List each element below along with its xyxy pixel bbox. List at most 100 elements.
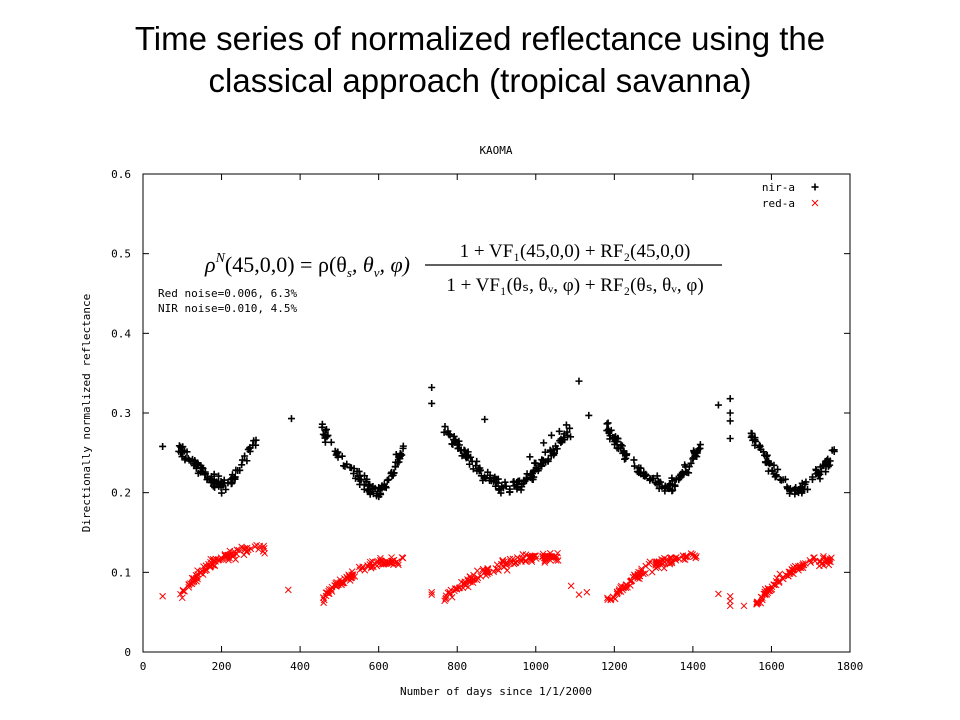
point-red-a: [464, 577, 472, 585]
point-nir-a: [343, 460, 351, 468]
point-nir-a: [763, 451, 771, 459]
point-nir-a: [362, 478, 370, 486]
point-nir-a: [440, 428, 448, 436]
point-nir-a: [802, 478, 810, 486]
y-tick-label: 0.3: [111, 407, 131, 420]
point-red-a: [661, 554, 668, 562]
point-red-a: [334, 579, 342, 587]
point-nir-a: [501, 478, 509, 486]
point-red-a: [428, 591, 436, 598]
point-nir-a: [653, 472, 661, 480]
x-tick-label: 400: [290, 660, 310, 673]
point-nir-a: [826, 461, 834, 469]
point-red-a: [539, 553, 547, 561]
point-nir-a: [824, 455, 832, 463]
x-axis-label: Number of days since 1/1/2000: [400, 685, 592, 698]
point-red-a: [754, 599, 762, 607]
point-nir-a: [603, 420, 611, 428]
point-nir-a: [227, 480, 235, 488]
point-red-a: [255, 545, 262, 553]
point-nir-a: [364, 482, 372, 490]
point-red-a: [604, 596, 612, 603]
point-red-a: [790, 566, 798, 574]
point-red-a: [186, 580, 194, 587]
point-red-a: [726, 602, 734, 610]
point-red-a: [446, 590, 454, 598]
point-nir-a: [187, 457, 195, 465]
point-nir-a: [619, 449, 627, 457]
point-red-a: [786, 568, 794, 576]
point-nir-a: [762, 452, 770, 460]
point-red-a: [655, 558, 663, 566]
point-red-a: [547, 557, 554, 564]
point-red-a: [799, 561, 806, 569]
x-axis-ticks: 0 200 400 600 800 1000 1200 1400 1600 1800: [140, 174, 864, 673]
point-nir-a: [455, 437, 463, 445]
point-nir-a: [441, 423, 449, 431]
point-red-a: [811, 554, 818, 561]
series-nir-a: [159, 377, 838, 501]
point-red-a: [190, 578, 198, 585]
point-red-a: [614, 589, 621, 597]
point-red-a: [510, 560, 518, 568]
point-nir-a: [681, 461, 689, 469]
point-nir-a: [726, 395, 734, 403]
y-tick-label: 0.4: [111, 327, 131, 340]
point-red-a: [261, 549, 268, 557]
point-red-a: [646, 558, 654, 566]
point-red-a: [388, 554, 395, 561]
point-nir-a: [445, 431, 453, 439]
point-red-a: [348, 568, 356, 575]
point-red-a: [615, 586, 623, 593]
point-red-a: [320, 596, 328, 604]
point-red-a: [681, 556, 689, 564]
point-nir-a: [540, 439, 548, 447]
point-red-a: [567, 582, 575, 590]
point-red-a: [179, 586, 187, 594]
point-red-a: [543, 554, 551, 562]
point-red-a: [726, 592, 734, 600]
formula-lhs: ρN(45,0,0) = ρ(θs, θv, φ): [204, 251, 410, 280]
point-red-a: [604, 594, 611, 602]
point-red-a: [554, 557, 562, 564]
point-nir-a: [324, 431, 332, 439]
point-nir-a: [208, 477, 216, 485]
point-nir-a: [177, 448, 185, 456]
point-nir-a: [318, 420, 326, 428]
point-nir-a: [747, 433, 755, 441]
point-red-a: [620, 584, 628, 591]
point-red-a: [575, 591, 583, 598]
point-red-a: [784, 572, 792, 580]
point-nir-a: [477, 472, 485, 480]
y-axis-label: Directionally normalized reflectance: [80, 294, 93, 532]
point-red-a: [207, 558, 214, 566]
point-nir-a: [808, 473, 816, 481]
point-red-a: [473, 567, 481, 575]
legend-marker-red-a: [811, 199, 819, 207]
point-nir-a: [486, 474, 494, 482]
point-nir-a: [243, 457, 251, 465]
point-nir-a: [547, 431, 555, 439]
point-nir-a: [458, 452, 466, 460]
y-tick-label: 0: [124, 646, 131, 659]
formula-numerator: 1 + VF₁(45,0,0) + RF₂(45,0,0): [460, 241, 691, 262]
point-red-a: [284, 586, 292, 594]
point-red-a: [178, 594, 186, 602]
point-red-a: [607, 596, 615, 604]
x-tick-label: 1800: [837, 660, 864, 673]
point-red-a: [369, 561, 376, 569]
point-red-a: [806, 556, 814, 564]
x-tick-label: 1600: [758, 660, 785, 673]
point-red-a: [328, 588, 336, 595]
point-nir-a: [585, 411, 593, 419]
y-axis-ticks: 0 0.1 0.2 0.3 0.4 0.5 0.6: [111, 168, 850, 659]
point-red-a: [217, 554, 225, 562]
point-nir-a: [355, 467, 363, 475]
point-nir-a: [527, 472, 535, 480]
point-red-a: [666, 554, 674, 562]
point-nir-a: [468, 457, 476, 465]
point-red-a: [361, 566, 369, 574]
point-nir-a: [633, 468, 641, 476]
point-red-a: [333, 581, 341, 589]
